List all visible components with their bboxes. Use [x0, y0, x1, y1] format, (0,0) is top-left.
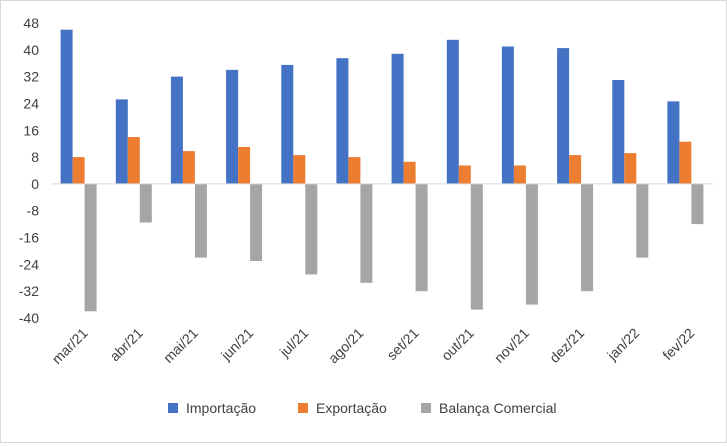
- bar-balan-a-comercial-8: [525, 183, 538, 305]
- bar-importa-o-4: [281, 64, 294, 184]
- x-tick-label: nov/21: [491, 325, 532, 366]
- bar-balan-a-comercial-10: [636, 183, 649, 258]
- bar-exporta-o-8: [513, 165, 526, 184]
- legend-label: Balança Comercial: [439, 400, 557, 416]
- y-tick-label: -32: [19, 283, 39, 299]
- x-tick-label: set/21: [383, 325, 421, 363]
- y-tick-label: -40: [19, 310, 39, 326]
- bar-balan-a-comercial-9: [581, 183, 594, 292]
- bar-exporta-o-1: [127, 137, 140, 184]
- bar-balan-a-comercial-6: [415, 183, 428, 292]
- y-tick-label: 8: [31, 149, 39, 165]
- legend: Importação Exportação Balança Comercial: [168, 400, 557, 416]
- bar-exporta-o-9: [569, 155, 582, 184]
- y-tick-label: 24: [23, 95, 39, 111]
- bar-exporta-o-6: [403, 161, 416, 184]
- bars: [60, 29, 704, 312]
- x-tick-label: abr/21: [106, 325, 146, 365]
- bar-balan-a-comercial-2: [194, 183, 207, 258]
- x-tick-label: jan/22: [603, 325, 642, 364]
- y-tick-label: 32: [23, 69, 39, 85]
- bar-exporta-o-5: [348, 157, 361, 184]
- bar-exporta-o-3: [238, 147, 251, 184]
- x-tick-label: mar/21: [49, 325, 91, 367]
- y-tick-label: 40: [23, 42, 39, 58]
- bar-balan-a-comercial-1: [139, 183, 152, 223]
- bar-exporta-o-7: [458, 165, 471, 184]
- y-tick-label: 16: [23, 122, 39, 138]
- y-tick-label: 48: [23, 15, 39, 31]
- x-axis: mar/21 abr/21 mai/21 jun/21 jul/21 ago/21 set/…: [49, 325, 698, 367]
- x-tick-label: out/21: [438, 325, 477, 364]
- y-tick-label: 0: [31, 176, 39, 192]
- legend-swatch: [298, 403, 308, 413]
- y-axis: 48 40 32 24 16 8 0 -8 -16 -24 -32 -40: [19, 15, 39, 326]
- bar-importa-o-5: [336, 58, 349, 184]
- bar-importa-o-11: [667, 101, 680, 184]
- x-tick-label: mai/21: [160, 325, 201, 366]
- bar-exporta-o-11: [679, 141, 692, 184]
- bar-balan-a-comercial-3: [250, 183, 263, 261]
- legend-swatch: [421, 403, 431, 413]
- bar-importa-o-10: [612, 80, 625, 184]
- bar-importa-o-9: [557, 48, 570, 184]
- bar-importa-o-3: [226, 69, 239, 184]
- x-tick-label: fev/22: [659, 325, 697, 363]
- y-tick-label: -16: [19, 230, 39, 246]
- bar-importa-o-0: [60, 29, 73, 184]
- y-tick-label: -24: [19, 256, 39, 272]
- x-tick-label: jul/21: [276, 325, 312, 361]
- x-tick-label: dez/21: [546, 325, 587, 366]
- bar-exporta-o-4: [293, 155, 306, 184]
- bar-importa-o-8: [501, 46, 514, 184]
- bar-balan-a-comercial-7: [470, 183, 483, 310]
- x-tick-label: jun/21: [217, 325, 256, 364]
- bar-balan-a-comercial-11: [691, 183, 704, 225]
- legend-swatch: [168, 403, 178, 413]
- bar-importa-o-1: [115, 99, 128, 184]
- bar-importa-o-2: [170, 76, 183, 184]
- legend-label: Exportação: [316, 400, 387, 416]
- bar-importa-o-7: [446, 39, 459, 184]
- bar-exporta-o-10: [624, 153, 637, 184]
- bar-balan-a-comercial-5: [360, 183, 373, 283]
- legend-label: Importação: [186, 400, 256, 416]
- bar-balan-a-comercial-4: [305, 183, 318, 275]
- x-tick-label: ago/21: [325, 325, 367, 367]
- bar-balan-a-comercial-0: [84, 183, 97, 312]
- bar-exporta-o-0: [72, 157, 85, 184]
- y-tick-label: -8: [27, 203, 40, 219]
- bar-exporta-o-2: [182, 151, 195, 184]
- bar-importa-o-6: [391, 53, 404, 184]
